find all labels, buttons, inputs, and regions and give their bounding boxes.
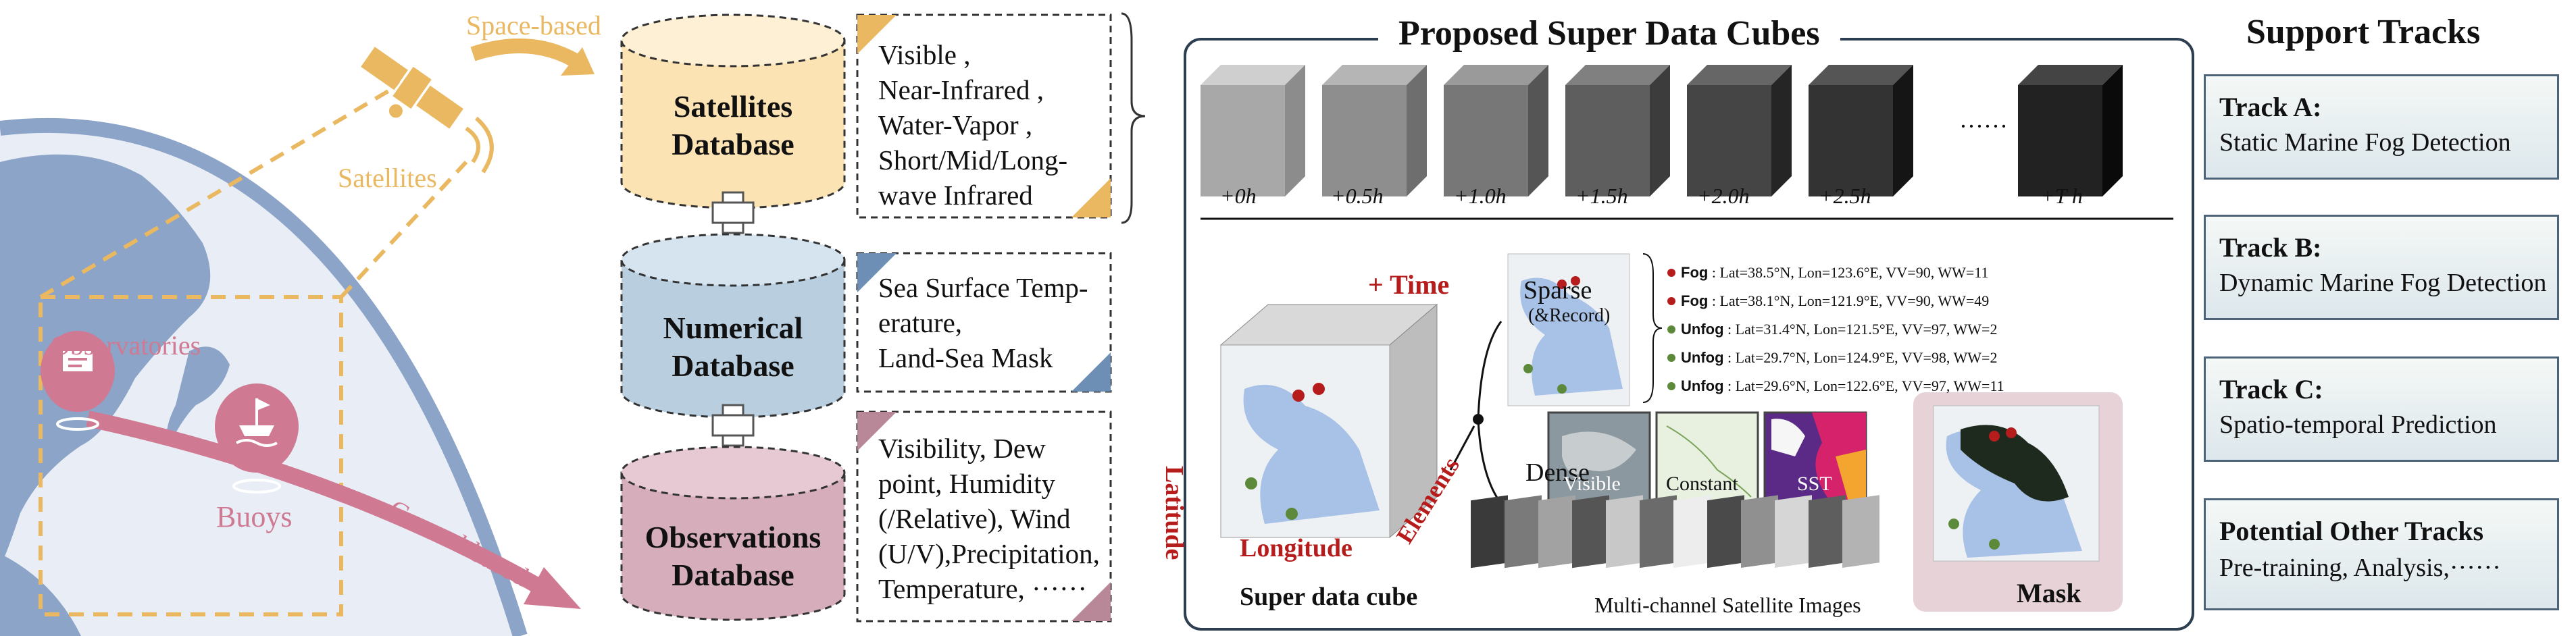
track-c-box: Track C: Spatio-temporal Prediction [2204, 356, 2559, 462]
note-boxes [856, 12, 1146, 622]
visible-label: Visible [1563, 473, 1621, 495]
sparse-map-thumbnail [1507, 253, 1630, 406]
numerical-database-cylinder [620, 233, 846, 419]
time-cube-1-0h [1444, 65, 1548, 196]
plus-icon-1 [711, 191, 755, 234]
track-other-desc: Pre-training, Analysis,······ [2219, 554, 2501, 582]
space-based-label: Space-based [466, 10, 601, 41]
dense-label: Dense [1525, 458, 1590, 487]
satellites-label: Satellites [338, 163, 437, 193]
time-label-T-h: +T h [2040, 184, 2083, 208]
earth-illustration [0, 38, 595, 636]
time-cube-0-5h [1322, 65, 1427, 196]
sst-label: SST [1797, 473, 1832, 495]
cubes-ellipsis: ······ [1959, 113, 2008, 140]
track-other-box: Potential Other Tracks Pre-training, Ana… [2204, 498, 2559, 610]
cube-fog-dot [1292, 390, 1305, 402]
longitude-label: Longitude [1240, 534, 1353, 562]
observations-database-cylinder [620, 446, 846, 621]
time-label-0h: +0h [1220, 184, 1257, 208]
plus-time-label: + Time [1368, 269, 1450, 300]
multichannel-caption: Multi-channel Satellite Images [1594, 593, 1861, 617]
cube-fog-dot [1313, 383, 1325, 395]
track-c-name: Track C: [2219, 374, 2323, 404]
satellite-view-cone [39, 295, 343, 616]
mask-label: Mask [2017, 578, 2081, 608]
sparse-label: Sparse [1523, 276, 1592, 304]
time-cube-2-5h [1809, 65, 1913, 196]
plus-icon-2 [711, 404, 755, 447]
numerical-database-title: Numerical Database [663, 311, 803, 383]
cube-unfog-dot [1245, 477, 1257, 489]
cube-map-sea [1243, 384, 1380, 524]
time-label-0-5h: +0.5h [1331, 184, 1384, 208]
multichannel-stack [1471, 495, 1879, 568]
mask-map [1933, 405, 2100, 562]
time-cube-1-5h [1565, 65, 1670, 196]
satellite-icon [361, 47, 463, 129]
earth-outline [0, 118, 528, 636]
observations-note: Visibility, Dew point, Humidity (/Relative… [878, 433, 1100, 604]
record-row: Fog : Lat=38.5°N, Lon=123.6°E, VV=90, WW… [1681, 264, 1989, 281]
track-other-name: Potential Other Tracks [2219, 516, 2484, 546]
time-label-1-5h: +1.5h [1575, 184, 1628, 208]
time-label-2-0h: +2.0h [1697, 184, 1750, 208]
track-a-box: Track A: Static Marine Fog Detection [2204, 74, 2559, 180]
brace-connector [1121, 12, 1146, 224]
satellites-note: Visible , Near-Infrared , Water-Vapor , Sho… [878, 39, 1068, 211]
satellites-database-cylinder [620, 14, 846, 209]
records-brace [1642, 253, 1663, 403]
space-based-arrow [470, 38, 585, 71]
record-row: Unfog : Lat=29.7°N, Lon=124.9°E, VV=98, … [1681, 349, 1998, 366]
super-cube-caption: Super data cube [1240, 583, 1418, 611]
track-b-name: Track B: [2219, 232, 2322, 263]
track-a-desc: Static Marine Fog Detection [2219, 128, 2511, 157]
track-a-name: Track A: [2219, 92, 2322, 122]
cube-unfog-dot [1286, 508, 1298, 520]
time-cube-0h [1201, 65, 1305, 196]
time-cube-T-h [2018, 65, 2123, 196]
track-b-box: Track B: Dynamic Marine Fog Detection [2204, 215, 2559, 320]
track-c-desc: Spatio-temporal Prediction [2219, 410, 2497, 439]
observations-database-title: Observations Database [645, 520, 822, 592]
japan-islands [166, 346, 230, 446]
record-row: Unfog : Lat=29.6°N, Lon=122.6°E, VV=97, … [1681, 377, 2004, 394]
super-data-cube [1219, 303, 1438, 539]
satellites-database-title: Satellites Database [672, 89, 794, 161]
record-label: (&Record) [1528, 305, 1611, 326]
cubes-panel-graphics [1201, 65, 2173, 612]
database-cylinders [620, 14, 846, 621]
constant-label: Constant [1666, 473, 1738, 495]
record-row: Unfog : Lat=31.4°N, Lon=121.5°E, VV=97, … [1681, 321, 1998, 338]
cubes-panel-title: Proposed Super Data Cubes [1378, 14, 1840, 53]
track-b-desc: Dynamic Marine Fog Detection [2219, 269, 2547, 297]
observatory-pin-icon [41, 331, 115, 431]
numerical-note: Sea Surface Temp-erature, Land-Sea Mask [878, 272, 1088, 373]
ground-based-arrow [86, 410, 545, 595]
latitude-label: Latitude [1160, 466, 1188, 560]
time-label-2-5h: +2.5h [1819, 184, 1871, 208]
observatories-label: Observatories [51, 330, 201, 361]
time-label-1-0h: +1.0h [1454, 184, 1507, 208]
support-tracks-title: Support Tracks [2246, 13, 2481, 51]
record-row: Fog : Lat=38.1°N, Lon=121.9°E, VV=90, WW… [1681, 292, 1990, 309]
time-cube-2-0h [1687, 65, 1792, 196]
buoy-pin-icon [215, 383, 299, 494]
buoys-label: Buoys [216, 500, 293, 533]
